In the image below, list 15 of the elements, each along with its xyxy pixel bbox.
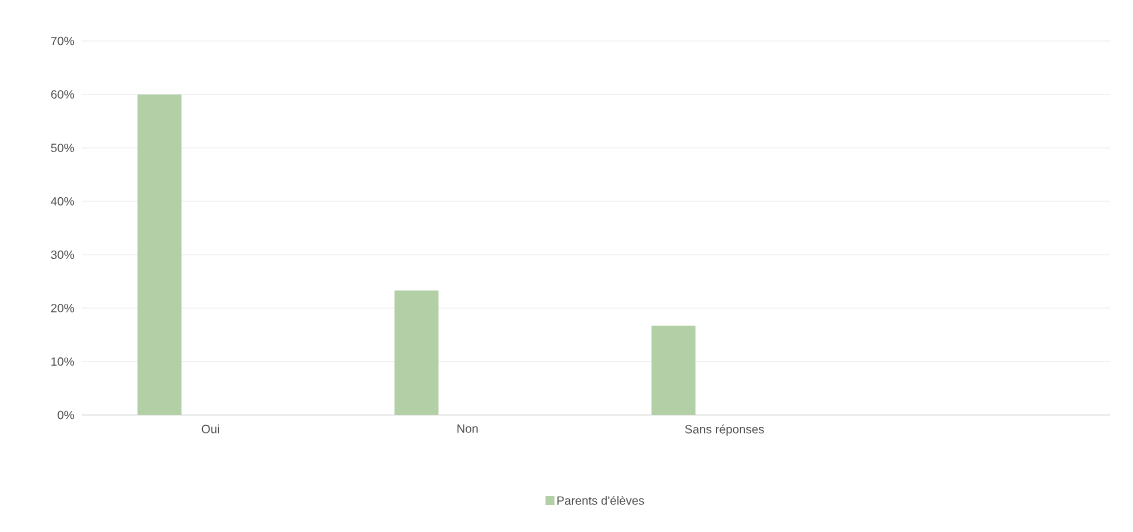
bar — [651, 325, 696, 415]
y-tick-label: 0% — [57, 410, 75, 420]
y-tick-label: 30% — [51, 250, 75, 259]
x-tick-label: Non — [457, 424, 478, 433]
bar — [137, 94, 182, 415]
x-tick-label: Sans réponses — [685, 424, 764, 436]
y-tick-label: 20% — [51, 303, 75, 313]
x-tick-label: Oui — [201, 424, 219, 434]
y-tick-label: 10% — [51, 357, 75, 366]
y-tick-label: 60% — [51, 90, 75, 99]
legend-label: Parents d'élèves — [557, 495, 645, 505]
y-tick-label: 50% — [51, 143, 75, 153]
bar — [394, 290, 439, 415]
y-tick-label: 40% — [50, 197, 75, 206]
y-tick-label: 70% — [51, 36, 75, 46]
